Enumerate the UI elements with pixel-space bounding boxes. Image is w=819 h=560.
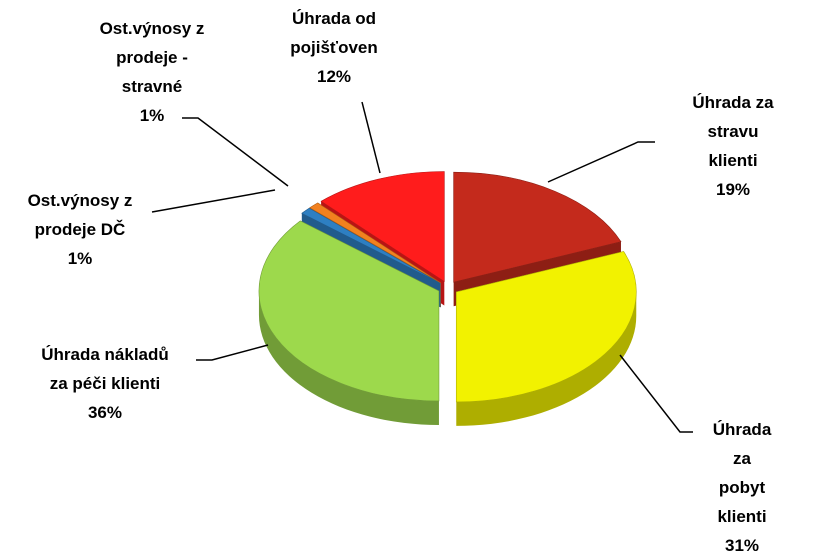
- category-name: Úhrada nákladů za péči klienti: [41, 345, 169, 393]
- leader-line: [547, 141, 655, 183]
- category-name: Úhrada za pobyt klienti: [712, 420, 772, 526]
- leader-line: [361, 101, 381, 174]
- leader-line: [182, 117, 289, 187]
- slice: [301, 207, 441, 284]
- slice: [453, 171, 622, 283]
- chart: Úhrada za stravu klienti 19% Úhrada za pob…: [28, 4, 776, 555]
- slice-tops: [258, 171, 637, 403]
- slice-side: [456, 291, 637, 426]
- value-label: 1%: [139, 106, 165, 125]
- slice-label: Ost.výnosy z prodeje - stravné 1%: [100, 14, 205, 130]
- category-name: Úhrada od pojišťoven: [290, 9, 378, 57]
- slice-label: Úhrada od pojišťoven 12%: [290, 4, 378, 91]
- slice: [309, 202, 442, 284]
- slice: [320, 171, 445, 283]
- value-label: 31%: [724, 536, 760, 555]
- slice: [455, 251, 637, 403]
- leader-line: [151, 189, 276, 213]
- leader-lines: [151, 101, 693, 433]
- value-label: 19%: [715, 180, 751, 199]
- slice-label: Úhrada za pobyt klienti 31%: [704, 415, 781, 560]
- leader-line: [619, 354, 693, 433]
- category-name: Ost.výnosy z prodeje - stravné: [99, 19, 205, 96]
- pie-canvas: [151, 101, 693, 433]
- category-name: Úhrada za stravu klienti: [692, 93, 774, 170]
- value-label: 1%: [67, 249, 93, 268]
- slice-label: Úhrada za stravu klienti 19%: [690, 88, 776, 204]
- slice-side: [258, 290, 439, 425]
- value-label: 12%: [316, 67, 352, 86]
- leader-line: [196, 344, 269, 361]
- slice-label: Úhrada nákladů za péči klienti 36%: [41, 340, 169, 427]
- slice-label: Ost.výnosy z prodeje DČ 1%: [28, 186, 133, 273]
- value-label: 36%: [87, 403, 123, 422]
- category-name: Ost.výnosy z prodeje DČ: [27, 191, 133, 239]
- slice: [258, 220, 440, 402]
